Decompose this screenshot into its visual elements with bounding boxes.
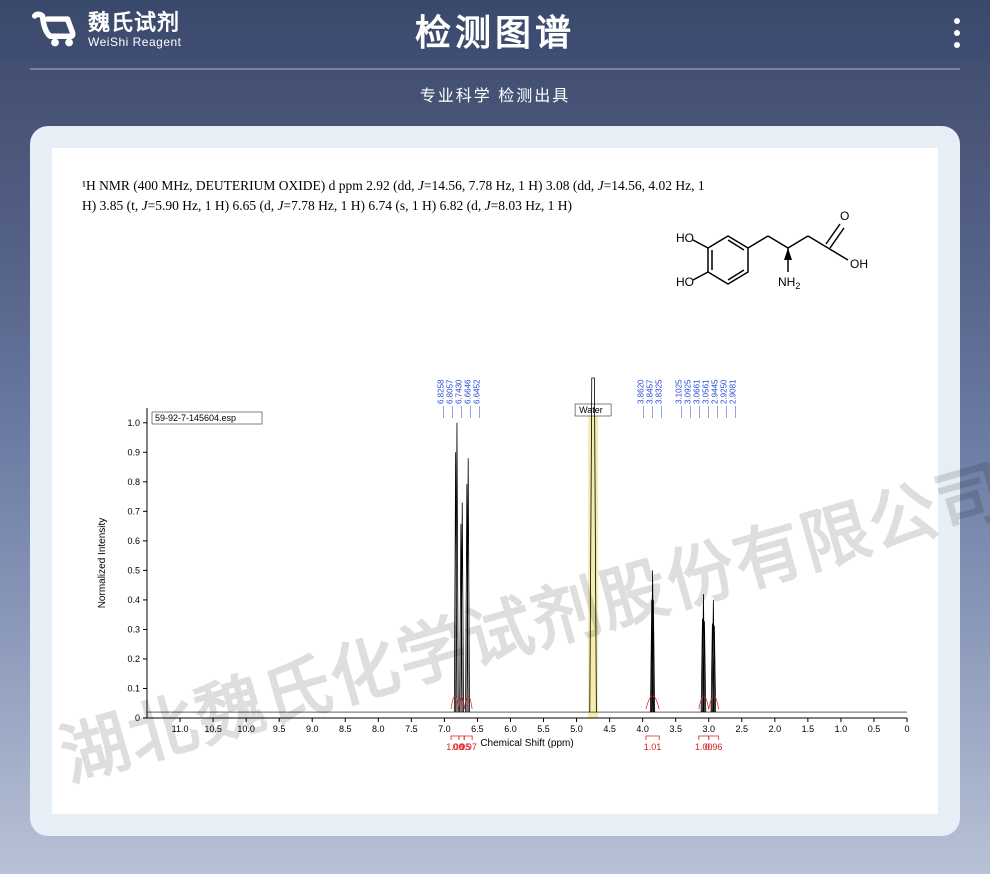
header-bar: 魏氏试剂 WeiShi Reagent 检测图谱 [0,0,990,60]
logo-text-en: WeiShi Reagent [88,36,182,49]
svg-text:4.0: 4.0 [636,724,649,734]
svg-text:0: 0 [135,713,140,723]
svg-text:0.4: 0.4 [127,595,140,605]
menu-icon[interactable] [954,18,960,48]
struct-label-ho1: HO [676,231,694,245]
content-panel: ¹H NMR (400 MHz, DEUTERIUM OXIDE) d ppm … [30,126,960,836]
svg-text:1.01: 1.01 [644,742,662,752]
struct-label-o: O [840,209,849,223]
svg-text:1.0: 1.0 [127,418,140,428]
svg-text:9.0: 9.0 [306,724,319,734]
svg-text:0.5: 0.5 [127,565,140,575]
logo-icon [30,5,80,55]
svg-text:6.6452: 6.6452 [473,379,482,404]
svg-text:10.0: 10.0 [237,724,255,734]
svg-text:10.5: 10.5 [204,724,222,734]
svg-text:1.5: 1.5 [802,724,815,734]
nmr-caption: ¹H NMR (400 MHz, DEUTERIUM OXIDE) d ppm … [82,176,712,217]
logo-text-cn: 魏氏试剂 [88,11,182,35]
struct-label-ho2: HO [676,275,694,289]
svg-text:6.8258: 6.8258 [437,379,446,404]
svg-text:11.0: 11.0 [172,724,189,734]
svg-text:0.97: 0.97 [459,742,477,752]
report-paper: ¹H NMR (400 MHz, DEUTERIUM OXIDE) d ppm … [52,148,938,814]
svg-text:Normalized Intensity: Normalized Intensity [97,518,108,609]
svg-text:3.0: 3.0 [702,724,715,734]
nmr-caption-part: ¹H NMR (400 MHz, DEUTERIUM OXIDE) d ppm … [82,178,418,193]
svg-text:Chemical Shift (ppm): Chemical Shift (ppm) [480,738,573,749]
svg-text:8.0: 8.0 [372,724,385,734]
svg-text:6.6646: 6.6646 [464,379,473,404]
svg-text:0.5: 0.5 [868,724,881,734]
svg-text:59-92-7-145604.esp: 59-92-7-145604.esp [155,413,236,423]
svg-text:Water: Water [579,405,603,415]
svg-text:5.0: 5.0 [570,724,583,734]
nmr-caption-part: =5.90 Hz, 1 H) 6.65 (d, [148,198,278,213]
svg-text:3.0561: 3.0561 [702,379,711,404]
svg-text:7.0: 7.0 [438,724,451,734]
svg-text:0.1: 0.1 [127,683,140,693]
svg-text:3.8457: 3.8457 [646,379,655,404]
nmr-caption-part: =7.78 Hz, 1 H) 6.74 (s, 1 H) 6.82 (d, [283,198,484,213]
svg-text:2.5: 2.5 [736,724,749,734]
svg-text:4.5: 4.5 [603,724,616,734]
svg-text:2.0: 2.0 [769,724,782,734]
svg-text:9.5: 9.5 [273,724,286,734]
svg-text:3.1025: 3.1025 [675,379,684,404]
nmr-spectrum: 59-92-7-145604.esp Water 0 0.1 0.2 0.3 0.4 0.5 0… [82,348,922,778]
svg-text:0.96: 0.96 [705,742,723,752]
svg-text:3.0661: 3.0661 [693,379,702,404]
svg-text:8.5: 8.5 [339,724,352,734]
svg-text:2.9081: 2.9081 [729,379,738,404]
svg-text:3.5: 3.5 [669,724,682,734]
svg-text:3.0925: 3.0925 [684,379,693,404]
divider [30,68,960,70]
svg-text:2.9445: 2.9445 [711,379,720,404]
svg-text:6.5: 6.5 [471,724,484,734]
svg-text:0.2: 0.2 [127,654,140,664]
svg-text:0.7: 0.7 [127,506,140,516]
svg-text:2.9250: 2.9250 [720,379,729,404]
svg-text:0.6: 0.6 [127,536,140,546]
svg-text:3.8620: 3.8620 [637,379,646,404]
svg-text:7.5: 7.5 [405,724,418,734]
svg-text:1.0: 1.0 [835,724,848,734]
chemical-structure: HO HO O OH NH2 [648,178,888,328]
svg-text:0.8: 0.8 [127,477,140,487]
svg-text:6.0: 6.0 [504,724,517,734]
struct-label-nh2: NH2 [778,275,800,291]
svg-text:6.8057: 6.8057 [446,379,455,404]
svg-text:5.5: 5.5 [537,724,550,734]
svg-text:6.7430: 6.7430 [455,379,464,404]
page-title: 检测图谱 [415,4,575,56]
nmr-caption-part: =14.56, 7.78 Hz, 1 H) 3.08 (dd, [424,178,598,193]
svg-text:0.3: 0.3 [127,624,140,634]
nmr-caption-part: =8.03 Hz, 1 H) [491,198,572,213]
page-subtitle: 专业科学 检测出具 [0,82,990,106]
svg-text:0.9: 0.9 [127,447,140,457]
svg-text:3.8325: 3.8325 [655,379,664,404]
logo: 魏氏试剂 WeiShi Reagent [30,5,182,55]
struct-label-oh: OH [850,257,868,271]
svg-text:0: 0 [904,724,909,734]
